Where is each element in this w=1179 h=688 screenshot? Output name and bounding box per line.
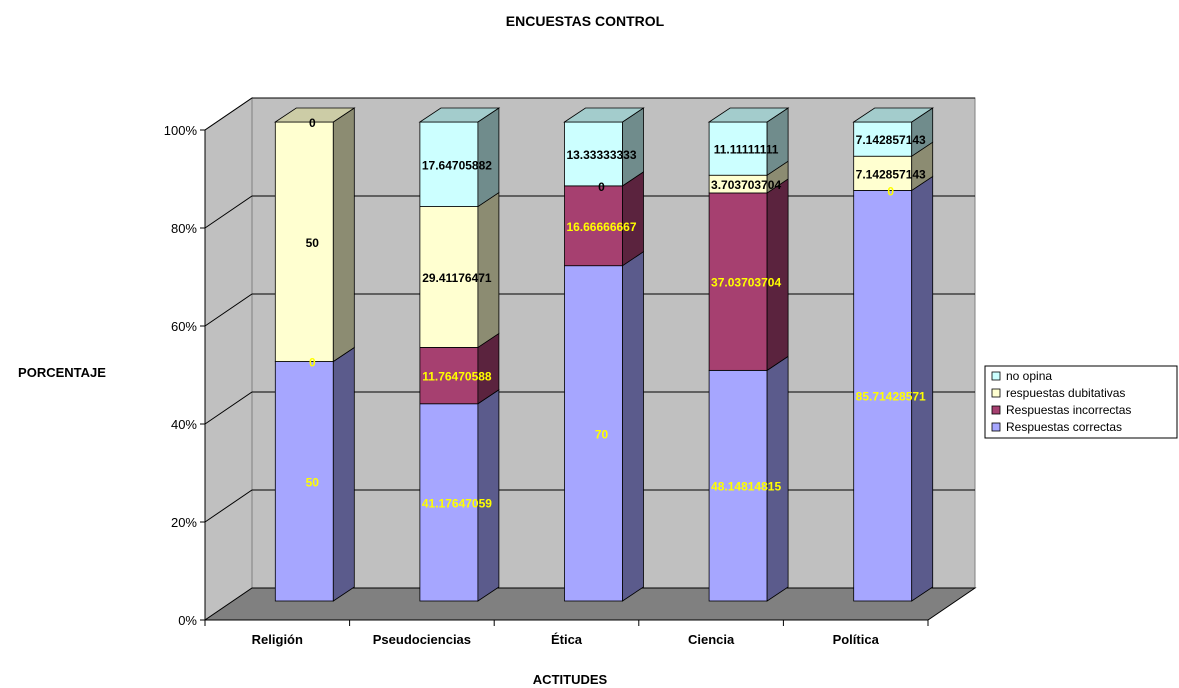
x-tick-label: Ciencia xyxy=(688,632,735,647)
bar-segment xyxy=(564,250,644,602)
bar-segment xyxy=(708,178,789,372)
value-label: 0 xyxy=(887,184,894,198)
bar-front xyxy=(708,369,768,602)
bar-side xyxy=(477,389,500,602)
y-ticks: 0% 20% 40% 60% 80% 100% xyxy=(164,123,205,628)
bar-side xyxy=(911,175,934,602)
value-labels: 50 0 50 0 41.17647059 11.76470588 29.41176471 1… xyxy=(306,116,926,510)
bar-segment xyxy=(853,175,934,602)
bar-segment xyxy=(564,171,644,267)
legend-entry: Respuestas incorrectas xyxy=(1006,403,1131,417)
bar-segment xyxy=(274,346,355,602)
legend-swatch xyxy=(991,405,1001,415)
y-tick-label: 60% xyxy=(171,319,197,334)
value-label: 13.33333333 xyxy=(566,148,636,162)
value-label: 7.142857143 xyxy=(856,133,926,147)
bar-front xyxy=(564,265,623,602)
bar-front xyxy=(708,192,768,371)
value-label: 17.64705882 xyxy=(422,158,492,172)
bar-segment xyxy=(708,107,789,176)
legend-entry: Respuestas correctas xyxy=(1006,420,1122,434)
legend-swatch xyxy=(991,388,1001,398)
y-tick-label: 20% xyxy=(171,515,197,530)
bar-front xyxy=(853,190,913,602)
bar-top xyxy=(563,107,645,123)
y-tick-label: 80% xyxy=(171,221,197,236)
bar-top xyxy=(707,107,790,123)
value-label: 37.03703704 xyxy=(711,276,781,290)
value-label: 0 xyxy=(309,356,316,370)
bar-segment xyxy=(274,107,355,363)
bar-side xyxy=(477,107,500,208)
bar-segment xyxy=(419,191,500,349)
bar-front xyxy=(419,347,479,405)
legend-entry: respuestas dubitativas xyxy=(1006,386,1125,400)
x-tick-label: Religión xyxy=(252,632,303,647)
y-axis-label: PORCENTAJE xyxy=(18,365,106,380)
bar-side xyxy=(332,107,355,363)
bar-front xyxy=(274,361,334,602)
y-tick-label: 100% xyxy=(164,123,198,138)
side-wall xyxy=(204,97,253,621)
x-axis-label: ACTITUDES xyxy=(533,672,608,687)
value-label: 0 xyxy=(309,116,316,130)
value-label: 0 xyxy=(598,180,605,194)
bar-side xyxy=(766,178,789,372)
bar-top xyxy=(418,107,501,123)
value-label: 11.11111111 xyxy=(714,143,779,157)
bar-front xyxy=(419,403,479,602)
bar-side xyxy=(477,191,500,349)
gridline xyxy=(204,97,975,131)
y-tick-label: 0% xyxy=(178,613,197,628)
legend-entry: no opina xyxy=(1006,369,1052,383)
value-label: 50 xyxy=(306,475,320,489)
bar-side xyxy=(332,346,355,602)
x-ticks: Religión Pseudociencias Ética Ciencia Políti… xyxy=(204,620,929,647)
value-label: 7.142857143 xyxy=(856,167,926,181)
value-label: 3.703703704 xyxy=(711,178,781,192)
bar-front xyxy=(419,206,479,348)
chart-title: ENCUESTAS CONTROL xyxy=(506,13,665,29)
bar-front xyxy=(274,121,334,362)
bar-segment xyxy=(708,355,789,602)
value-label: 16.66666667 xyxy=(566,220,636,234)
bar-top xyxy=(852,107,935,123)
x-tick-label: Ética xyxy=(551,632,583,647)
x-tick-label: Política xyxy=(833,632,880,647)
bar-front xyxy=(564,185,623,267)
legend: no opina respuestas dubitativas Respuestas… xyxy=(984,365,1178,439)
bar-segment xyxy=(419,332,500,405)
value-label: 41.17647059 xyxy=(422,496,492,510)
bar-segment xyxy=(564,107,644,187)
legend-box xyxy=(984,365,1178,439)
bar-side xyxy=(622,250,644,602)
value-label: 29.41176471 xyxy=(422,271,492,285)
value-label: 85.71428571 xyxy=(856,390,926,404)
value-label: 70 xyxy=(595,427,609,441)
value-label: 50 xyxy=(306,236,320,250)
legend-swatch xyxy=(991,422,1001,432)
bars xyxy=(273,107,935,602)
bar-segment xyxy=(853,141,934,192)
bar-side xyxy=(622,171,644,267)
bar-front xyxy=(853,155,913,191)
bar-segment xyxy=(419,389,500,602)
bar-side xyxy=(766,355,789,602)
value-label: 48.14814815 xyxy=(711,480,781,494)
x-tick-label: Pseudociencias xyxy=(373,632,471,647)
bar-top xyxy=(273,107,356,123)
bar-front xyxy=(564,121,623,187)
legend-swatch xyxy=(991,371,1001,381)
bar-segment xyxy=(419,107,500,208)
value-label: 11.76470588 xyxy=(422,370,492,384)
y-tick-label: 40% xyxy=(171,417,197,432)
